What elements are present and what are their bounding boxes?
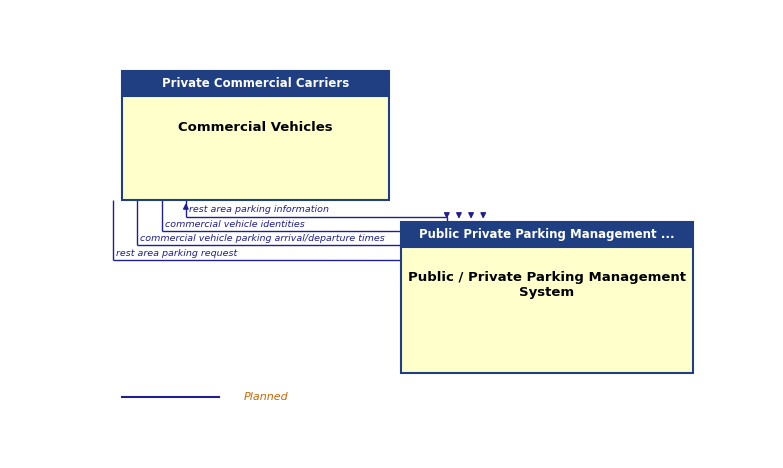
Text: rest area parking request: rest area parking request bbox=[116, 249, 237, 257]
Text: Public / Private Parking Management
System: Public / Private Parking Management Syst… bbox=[408, 271, 686, 299]
Text: Public Private Parking Management ...: Public Private Parking Management ... bbox=[419, 228, 675, 241]
Bar bbox=[402, 222, 693, 373]
Text: Private Commercial Carriers: Private Commercial Carriers bbox=[162, 77, 349, 90]
Text: commercial vehicle identities: commercial vehicle identities bbox=[164, 220, 305, 229]
Bar bbox=[122, 71, 389, 96]
Text: rest area parking information: rest area parking information bbox=[189, 205, 329, 214]
Bar bbox=[402, 222, 693, 247]
Text: commercial vehicle parking arrival/departure times: commercial vehicle parking arrival/depar… bbox=[140, 234, 385, 243]
Bar bbox=[122, 71, 389, 200]
Text: Commercial Vehicles: Commercial Vehicles bbox=[179, 121, 333, 134]
Text: Planned: Planned bbox=[244, 392, 288, 402]
